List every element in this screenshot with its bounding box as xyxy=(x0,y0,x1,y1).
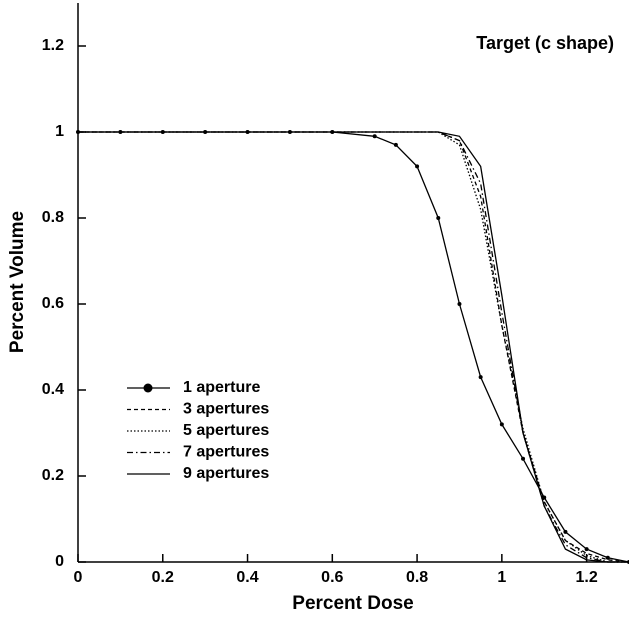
y-tick-label: 0.8 xyxy=(42,209,64,226)
x-tick-label: 0.4 xyxy=(236,569,258,586)
series-line xyxy=(78,131,629,563)
y-tick-label: 0.2 xyxy=(42,467,64,484)
data-point xyxy=(521,456,526,461)
x-axis-label: Percent Dose xyxy=(292,593,413,614)
y-tick-label: 0 xyxy=(55,553,64,570)
data-point xyxy=(415,164,420,169)
x-tick-label: 1.2 xyxy=(575,569,597,586)
x-tick-label: 0.8 xyxy=(406,569,428,586)
y-axis-label: Percent Volume xyxy=(7,211,28,353)
legend-label: 3 apertures xyxy=(183,401,269,418)
legend-label: 7 apertures xyxy=(183,444,269,461)
data-point xyxy=(584,547,589,552)
y-tick-label: 0.6 xyxy=(42,295,64,312)
data-point xyxy=(372,134,377,139)
series-line xyxy=(78,131,629,563)
legend-label: 5 apertures xyxy=(183,422,269,439)
data-point xyxy=(457,302,462,306)
data-point xyxy=(393,142,398,147)
data-point xyxy=(563,529,568,534)
legend-label: 9 apertures xyxy=(183,465,269,482)
series-line xyxy=(78,131,629,563)
data-point xyxy=(605,555,610,560)
x-tick-label: 1 xyxy=(497,569,506,586)
x-tick-label: 0.6 xyxy=(321,569,343,586)
y-tick-label: 1 xyxy=(55,123,64,140)
legend-marker xyxy=(143,383,153,393)
data-point xyxy=(436,216,441,220)
y-tick-label: 1.2 xyxy=(42,37,64,54)
x-tick-label: 0.2 xyxy=(152,569,174,586)
series-line xyxy=(78,131,629,563)
series-line xyxy=(78,131,629,563)
data-point xyxy=(499,422,504,427)
chart-title: Target (c shape) xyxy=(476,33,614,53)
data-point xyxy=(478,375,483,380)
x-tick-label: 0 xyxy=(74,569,83,586)
legend-label: 1 aperture xyxy=(183,379,260,396)
y-tick-label: 0.4 xyxy=(42,381,64,398)
